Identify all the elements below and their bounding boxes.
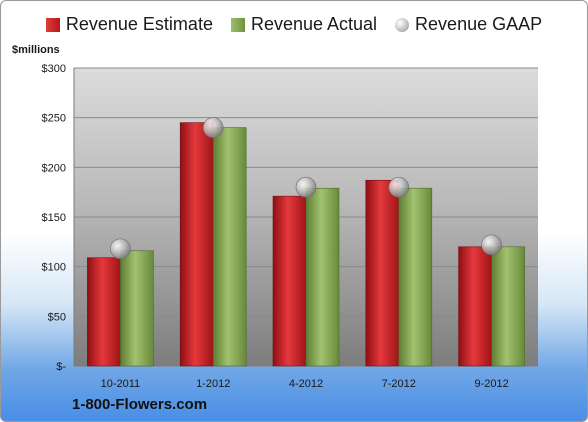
x-tick-label: 1-2012 <box>196 378 230 390</box>
x-tick-label: 7-2012 <box>382 378 416 390</box>
bar-estimate <box>365 179 400 367</box>
legend-label-estimate: Revenue Estimate <box>65 14 213 34</box>
bar-estimate <box>87 257 121 367</box>
y-tick-label: $300 <box>42 63 66 75</box>
legend-item-actual: Revenue Actual <box>230 14 378 35</box>
x-tick-label: 10-2011 <box>101 378 141 390</box>
bar-actual <box>212 127 247 367</box>
bar-estimate <box>272 195 307 367</box>
bar-actual <box>398 187 433 367</box>
y-tick-label: $200 <box>42 162 66 174</box>
legend-label-actual: Revenue Actual <box>250 14 378 34</box>
legend-item-estimate: Revenue Estimate <box>45 14 213 35</box>
bar-actual <box>491 246 525 367</box>
legend-item-gaap: Revenue GAAP <box>395 14 542 35</box>
legend: Revenue Estimate Revenue Actual Revenue … <box>0 14 588 35</box>
x-tick-label: 9-2012 <box>474 378 508 390</box>
y-axis-unit-label: $millions <box>12 44 60 56</box>
marker-gaap <box>481 234 502 256</box>
marker-gaap <box>202 117 224 138</box>
y-tick-label: $150 <box>42 212 66 224</box>
bar-actual <box>120 250 154 367</box>
brand-label: 1-800-Flowers.com <box>72 396 208 413</box>
legend-swatch-actual <box>230 17 245 32</box>
marker-gaap <box>110 238 131 260</box>
marker-gaap <box>295 176 317 198</box>
legend-swatch-gaap <box>395 17 410 32</box>
bar-estimate <box>179 122 214 367</box>
y-tick-label: $250 <box>42 113 66 125</box>
bar-estimate <box>458 246 492 367</box>
y-tick-label: $- <box>56 361 66 373</box>
x-tick-label: 4-2012 <box>289 378 323 390</box>
marker-gaap <box>388 176 410 198</box>
bar-actual <box>305 187 340 367</box>
legend-label-gaap: Revenue GAAP <box>415 14 543 34</box>
y-tick-label: $100 <box>42 262 66 274</box>
legend-swatch-estimate <box>45 17 60 32</box>
y-tick-label: $50 <box>48 311 66 323</box>
